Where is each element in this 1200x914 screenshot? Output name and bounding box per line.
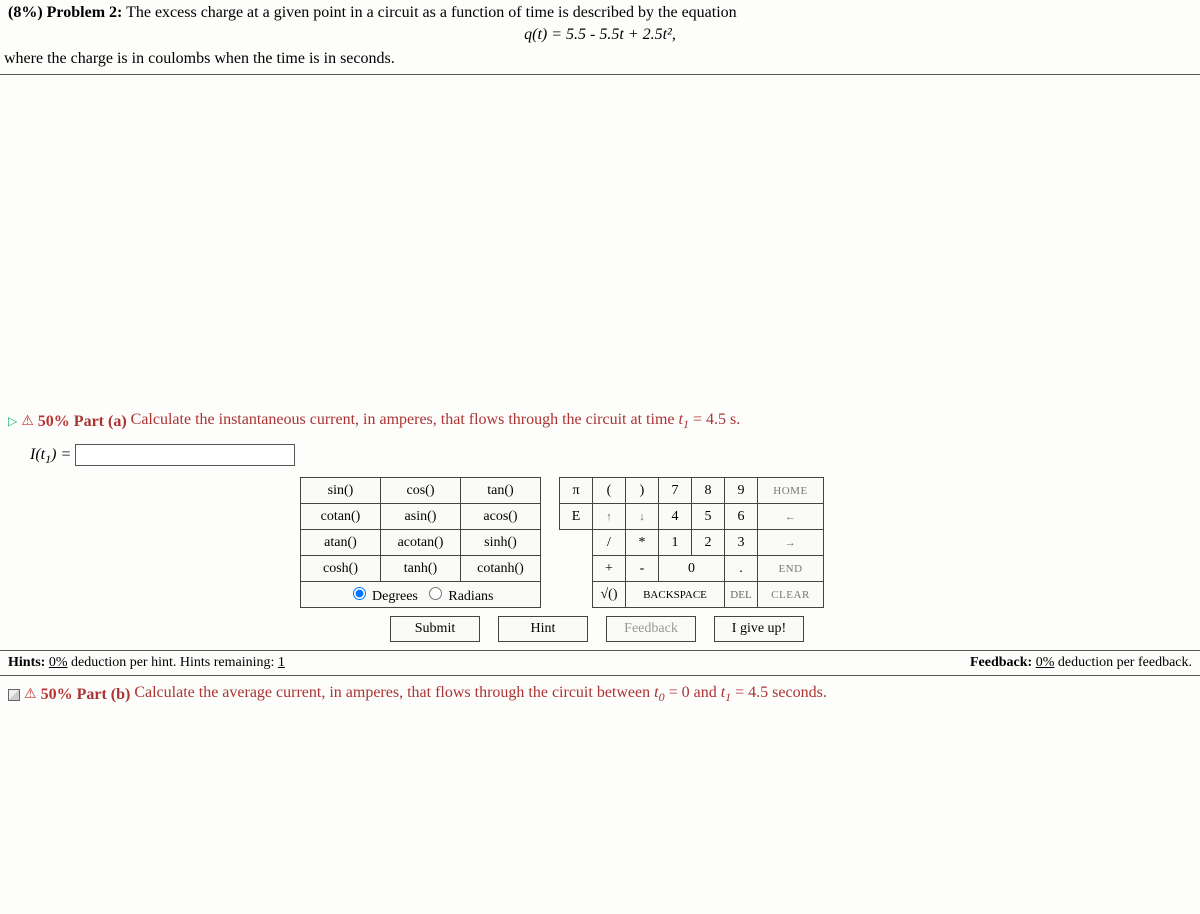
- key-div[interactable]: /: [593, 530, 626, 556]
- key-3[interactable]: 3: [725, 530, 758, 556]
- key-E[interactable]: E: [560, 504, 593, 530]
- part-b-line: ⚠ 50% Part (b) Calculate the average cur…: [0, 676, 1200, 711]
- key-plus[interactable]: +: [593, 556, 626, 582]
- part-b-text: Calculate the average current, in ampere…: [134, 684, 827, 705]
- part-a-label: Part (a): [74, 413, 127, 431]
- key-sqrt[interactable]: √(): [593, 582, 626, 608]
- hints-remaining-link[interactable]: 1: [278, 655, 285, 670]
- key-empty2: [560, 556, 593, 582]
- fn-cotan[interactable]: cotan(): [301, 504, 381, 530]
- radians-radio[interactable]: Radians: [424, 584, 494, 605]
- hints-text: 0% deduction per hint. Hints remaining: …: [49, 655, 285, 670]
- key-8[interactable]: 8: [692, 478, 725, 504]
- fn-acotan[interactable]: acotan(): [381, 530, 461, 556]
- key-7[interactable]: 7: [659, 478, 692, 504]
- part-a-line: ▷ ⚠ 50% Part (a) Calculate the instantan…: [0, 405, 1200, 436]
- function-pad: sin() cos() tan() cotan() asin() acos() …: [300, 477, 541, 608]
- fn-cosh[interactable]: cosh(): [301, 556, 381, 582]
- hints-row: Hints: 0% deduction per hint. Hints rema…: [0, 650, 1200, 676]
- problem-text1: The excess charge at a given point in a …: [126, 4, 737, 21]
- key-lparen[interactable]: (: [593, 478, 626, 504]
- feedback-label: Feedback:: [970, 655, 1032, 670]
- hints-label: Hints:: [8, 655, 45, 670]
- answer-input[interactable]: [75, 444, 295, 466]
- key-4[interactable]: 4: [659, 504, 692, 530]
- equation: q(t) = 5.5 - 5.5t + 2.5t²,: [0, 24, 1200, 48]
- fn-sin[interactable]: sin(): [301, 478, 381, 504]
- key-9[interactable]: 9: [725, 478, 758, 504]
- triangle-icon: ▷: [8, 414, 17, 429]
- degrees-radio[interactable]: Degrees: [348, 584, 418, 605]
- key-backspace[interactable]: BACKSPACE: [626, 582, 725, 608]
- submit-button[interactable]: Submit: [390, 616, 480, 642]
- fn-tanh[interactable]: tanh(): [381, 556, 461, 582]
- key-pi[interactable]: π: [560, 478, 593, 504]
- key-home[interactable]: HOME: [758, 478, 824, 504]
- degrees-label: Degrees: [372, 589, 418, 604]
- fn-acos[interactable]: acos(): [461, 504, 541, 530]
- key-end[interactable]: END: [758, 556, 824, 582]
- fn-cos[interactable]: cos(): [381, 478, 461, 504]
- fn-tan[interactable]: tan(): [461, 478, 541, 504]
- feedback-button[interactable]: Feedback: [606, 616, 696, 642]
- key-6[interactable]: 6: [725, 504, 758, 530]
- spacer: [0, 75, 1200, 405]
- fn-asin[interactable]: asin(): [381, 504, 461, 530]
- key-dot[interactable]: .: [725, 556, 758, 582]
- keypad-area: sin() cos() tan() cotan() asin() acos() …: [300, 477, 1200, 608]
- giveup-button[interactable]: I give up!: [714, 616, 804, 642]
- hint-button[interactable]: Hint: [498, 616, 588, 642]
- action-buttons: Submit Hint Feedback I give up!: [390, 616, 1200, 642]
- key-rparen[interactable]: ): [626, 478, 659, 504]
- part-a-percent: 50%: [38, 413, 70, 431]
- hints-left: Hints: 0% deduction per hint. Hints rema…: [8, 655, 285, 671]
- part-a-text: Calculate the instantaneous current, in …: [131, 411, 741, 432]
- angle-mode-row: Degrees Radians: [301, 582, 541, 608]
- key-0[interactable]: 0: [659, 556, 725, 582]
- fn-cotanh[interactable]: cotanh(): [461, 556, 541, 582]
- key-right[interactable]: →: [758, 530, 824, 556]
- answer-lhs: I(t1) =: [30, 446, 75, 463]
- feedback-right: Feedback: 0% deduction per feedback.: [970, 655, 1192, 671]
- answer-row: I(t1) =: [0, 436, 1200, 477]
- key-minus[interactable]: -: [626, 556, 659, 582]
- problem-percent: (8%): [8, 4, 43, 21]
- key-up[interactable]: ↑: [593, 504, 626, 530]
- part-b-percent: 50%: [41, 686, 73, 704]
- problem-label: Problem 2:: [47, 4, 123, 21]
- warn-icon: ⚠: [24, 686, 37, 703]
- fn-sinh[interactable]: sinh(): [461, 530, 541, 556]
- key-empty3: [560, 582, 593, 608]
- radians-label: Radians: [448, 589, 493, 604]
- number-pad: π ( ) 7 8 9 HOME E ↑ ↓ 4 5 6 ← / * 1 2 3…: [559, 477, 824, 608]
- equation-text: q(t) = 5.5 - 5.5t + 2.5t²,: [524, 26, 676, 43]
- key-1[interactable]: 1: [659, 530, 692, 556]
- key-mul[interactable]: *: [626, 530, 659, 556]
- problem-header: (8%) Problem 2: The excess charge at a g…: [0, 0, 1200, 24]
- key-5[interactable]: 5: [692, 504, 725, 530]
- key-down[interactable]: ↓: [626, 504, 659, 530]
- key-2[interactable]: 2: [692, 530, 725, 556]
- problem-text2: where the charge is in coulombs when the…: [0, 48, 1200, 75]
- fn-atan[interactable]: atan(): [301, 530, 381, 556]
- feedback-text: 0% deduction per feedback.: [1036, 655, 1192, 670]
- key-left[interactable]: ←: [758, 504, 824, 530]
- square-icon: [8, 689, 20, 701]
- key-clear[interactable]: CLEAR: [758, 582, 824, 608]
- warn-icon: ⚠: [21, 413, 34, 430]
- key-del[interactable]: DEL: [725, 582, 758, 608]
- part-b-label: Part (b): [77, 686, 131, 704]
- key-empty1: [560, 530, 593, 556]
